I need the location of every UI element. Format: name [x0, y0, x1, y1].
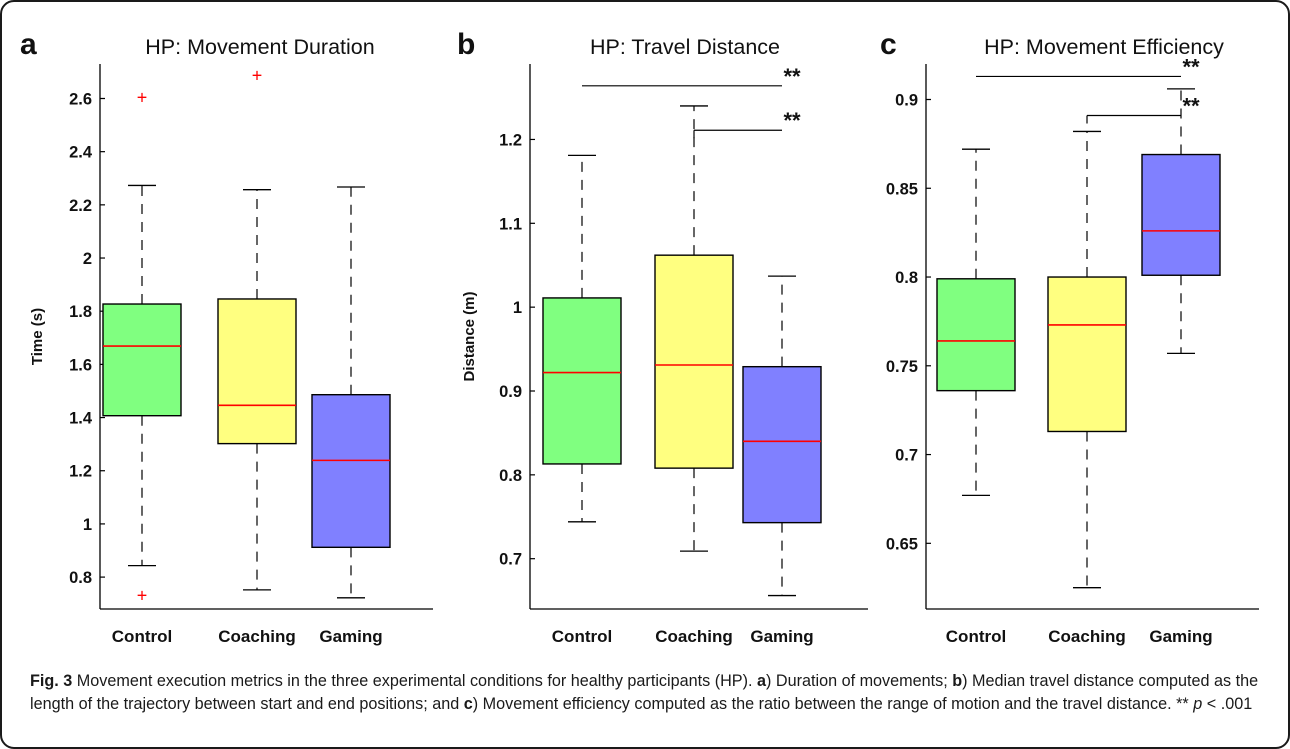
panel-c-ytick-label: 0.8 [895, 269, 918, 287]
panel-b-ytick-label: 0.7 [499, 551, 522, 569]
panel-a-title: HP: Movement Duration [145, 35, 374, 59]
panel-c-ytick-label: 0.75 [886, 358, 918, 376]
panel-a-coaching-box [217, 298, 297, 445]
caption-p-rest: < .001 [1202, 695, 1253, 713]
panel-c-coaching-box [1047, 276, 1127, 433]
panel-a-ytick-label: 1.6 [69, 356, 92, 374]
caption-a-text: ) Duration of movements; [766, 672, 953, 690]
panel-a-ytick-label: 1 [83, 516, 92, 534]
panel-b-letter: b [457, 28, 475, 61]
panel-c-title: HP: Movement Efficiency [984, 35, 1224, 59]
panel-b-significance-1-label: ** [783, 108, 801, 133]
panel-a-coaching-category-label: Coaching [218, 627, 295, 646]
caption-c-letter: c [463, 695, 473, 713]
caption-a-letter: a [756, 672, 766, 690]
panel-a-ytick-label: 2 [83, 250, 92, 268]
panel-c-ytick-label: 0.9 [895, 92, 918, 110]
panel-a-letter: a [20, 28, 37, 61]
panel-c-gaming-box [1141, 153, 1221, 276]
panel-a-ylabel: Time (s) [29, 308, 46, 365]
panel-c-coaching-category-label: Coaching [1048, 627, 1125, 646]
panel-c-significance-0-label: ** [1182, 54, 1200, 79]
panel-c-ytick-label: 0.85 [886, 180, 918, 198]
panel-a-ytick-label: 1.8 [69, 303, 92, 321]
panel-b-coaching-category-label: Coaching [655, 627, 732, 646]
figure-caption: Fig. 3 Movement execution metrics in the… [30, 670, 1260, 740]
charts-svg: a HP: Movement Duration 0.8 1 1.2 1.4 1.6 1.8 2 2… [20, 28, 1259, 646]
panel-b-ytick-label: 0.8 [499, 467, 522, 485]
panel-a-gaming-category-label: Gaming [319, 627, 382, 646]
panel-b-title: HP: Travel Distance [590, 35, 780, 59]
panel-b-control-category-label: Control [552, 627, 612, 646]
panel-a-control-category-label: Control [112, 627, 172, 646]
panel-a-control-outlier: + [137, 586, 148, 606]
panel-c-significance-1-label: ** [1182, 93, 1200, 118]
panel-b-ytick-label: 1 [513, 299, 522, 317]
panel-a-ytick-label: 0.8 [69, 569, 92, 587]
caption-fig-label: Fig. 3 [30, 672, 73, 690]
panel-c-gaming-category-label: Gaming [1149, 627, 1212, 646]
caption-b-letter: b [952, 672, 963, 690]
panel-a-gaming-box [311, 393, 391, 549]
panel-b-ytick-label: 1.1 [499, 215, 522, 233]
panel-a-ytick-label: 1.2 [69, 463, 92, 481]
panel-c-ytick-label: 0.65 [886, 535, 918, 553]
panel-c-ytick-label: 0.7 [895, 447, 918, 465]
panel-b-ylabel: Distance (m) [461, 291, 478, 381]
panel-a-ytick-label: 2.2 [69, 197, 92, 215]
panel-a-ytick-label: 2.4 [69, 144, 93, 162]
panel-c-control-box [936, 278, 1016, 392]
panel-c-letter: c [880, 28, 897, 61]
panel-a-ytick-label: 1.4 [69, 410, 93, 428]
caption-c-text: ) Movement efficiency computed as the ra… [472, 695, 1194, 713]
caption-p-symbol: p [1193, 695, 1203, 713]
panel-b-gaming-box [742, 365, 822, 524]
caption-lead: Movement execution metrics in the three … [72, 672, 757, 690]
panel-c-control-category-label: Control [946, 627, 1006, 646]
panel-a-control-outlier: + [137, 88, 148, 108]
panel-b-ytick-label: 1.2 [499, 131, 522, 149]
caption-b-text: ) Median travel distance computed as the… [30, 672, 1259, 713]
panel-a-control-box [102, 303, 182, 417]
panel-a-coaching-outlier: + [252, 65, 263, 85]
panel-b-coaching-box [654, 254, 734, 469]
panel-b-gaming-category-label: Gaming [750, 627, 813, 646]
panel-b-control-box [542, 297, 622, 465]
panel-b-ytick-label: 0.9 [499, 383, 522, 401]
panel-a-ytick-label: 2.6 [69, 90, 92, 108]
panel-b-significance-0-label: ** [783, 64, 801, 89]
